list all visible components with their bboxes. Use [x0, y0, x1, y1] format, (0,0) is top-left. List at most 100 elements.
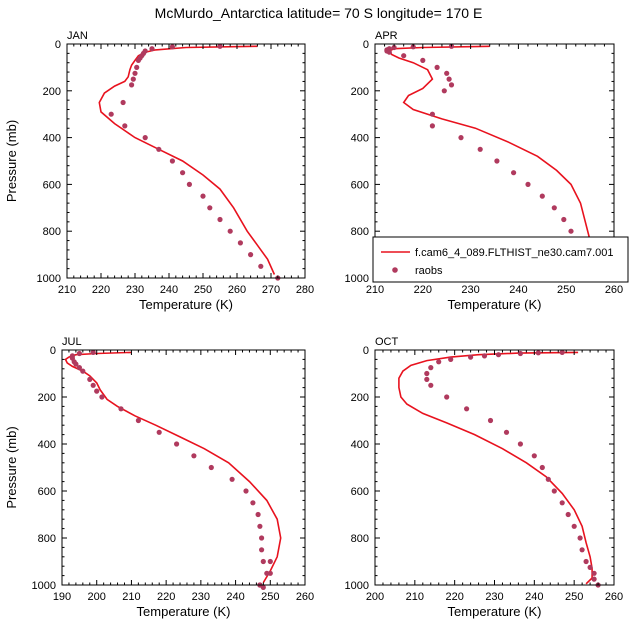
panel-jul: 190 200 210 220 230 240 250 260 0 200 400 600 800 100…: [4, 336, 314, 619]
obs-point-oct: [517, 350, 524, 357]
y-tick-label-oct: 400: [351, 439, 369, 451]
obs-point-apr: [429, 111, 435, 117]
x-tick-label-jan: 260: [228, 284, 246, 296]
x-axis-title-oct: Temperature (K): [448, 604, 542, 619]
obs-point-apr: [434, 64, 440, 70]
obs-point-jan: [122, 123, 128, 129]
panel-label-oct: OCT: [375, 336, 399, 348]
x-tick-label-jan: 250: [194, 284, 212, 296]
obs-point-jan: [108, 111, 114, 117]
obs-point-jan: [130, 76, 136, 82]
legend-obs-marker: [392, 267, 398, 273]
x-tick-label-jan: 280: [296, 284, 314, 296]
x-tick-label-jan: 220: [92, 284, 110, 296]
obs-point-jul: [250, 500, 256, 506]
obs-point-jul: [208, 464, 214, 471]
obs-point-jan: [186, 181, 192, 187]
obs-point-apr: [561, 216, 567, 223]
obs-point-apr: [446, 76, 452, 82]
obs-point-jan: [156, 146, 162, 152]
obs-point-oct: [487, 417, 494, 424]
obs-point-apr: [525, 181, 531, 187]
y-tick-label-jan: 1000: [37, 273, 61, 285]
x-tick-label-apr: 240: [509, 284, 527, 296]
obs-point-jul: [90, 382, 96, 388]
obs-point-oct: [571, 523, 577, 529]
obs-point-apr: [410, 44, 416, 50]
obs-point-apr: [386, 49, 392, 55]
obs-point-jan: [258, 263, 264, 269]
obs-point-oct: [495, 352, 502, 358]
obs-point-jan: [200, 193, 206, 199]
x-tick-label-jul: 230: [192, 591, 210, 603]
obs-point-oct: [468, 354, 474, 360]
y-axis-title-jan: Pressure (mb): [4, 120, 19, 202]
legend-box: [372, 236, 629, 283]
y-tick-label-jul: 1000: [32, 580, 56, 592]
obs-point-oct: [591, 570, 597, 576]
y-tick-label-jul: 200: [38, 392, 56, 404]
obs-point-oct: [539, 464, 545, 471]
obs-point-oct: [428, 382, 434, 388]
obs-point-jul: [174, 441, 180, 447]
obs-point-oct: [591, 576, 597, 582]
x-tick-label-oct: 260: [605, 591, 623, 603]
obs-point-oct: [517, 441, 524, 447]
obs-point-jan: [135, 57, 141, 64]
obs-point-apr: [494, 158, 500, 164]
obs-point-oct: [577, 535, 583, 541]
obs-point-jul: [191, 453, 197, 459]
obs-point-oct: [448, 356, 454, 362]
y-axis-title-jul: Pressure (mb): [4, 426, 19, 508]
chart-panels: 210 220 230 240 250 260 270 280 0 200 400 600 800 100…: [4, 30, 623, 619]
y-tick-label-jan: 400: [43, 133, 61, 145]
obs-point-apr: [444, 70, 450, 76]
main-title: McMurdo_Antarctica latitude= 70 S longit…: [155, 5, 483, 21]
obs-point-oct: [428, 365, 434, 371]
x-tick-label-jul: 240: [226, 591, 244, 603]
y-tick-label-jul: 0: [50, 345, 56, 357]
obs-point-apr: [477, 146, 483, 152]
y-tick-label-oct: 800: [351, 533, 369, 545]
obs-point-jul: [156, 429, 162, 435]
y-tick-label-jan: 0: [55, 39, 61, 51]
obs-point-jul: [229, 476, 235, 482]
y-tick-label-jul: 400: [38, 439, 56, 451]
obs-point-apr: [448, 82, 455, 88]
obs-point-oct: [535, 350, 541, 356]
obs-point-jul: [135, 417, 141, 424]
x-tick-label-jul: 250: [261, 591, 279, 603]
obs-point-jul: [76, 365, 82, 371]
obs-point-apr: [539, 193, 545, 199]
obs-point-jul: [257, 523, 263, 529]
obs-point-jul: [260, 558, 266, 565]
y-tick-label-apr: 0: [363, 39, 369, 51]
x-axis-title-apr: Temperature (K): [448, 297, 542, 312]
obs-point-jul: [267, 558, 273, 565]
obs-point-oct: [531, 453, 537, 459]
y-tick-label-jul: 800: [38, 533, 56, 545]
panel-label-apr: APR: [375, 30, 398, 42]
x-tick-label-oct: 240: [525, 591, 543, 603]
x-tick-label-jul: 210: [122, 591, 140, 603]
obs-point-jul: [76, 350, 82, 357]
obs-point-jul: [90, 349, 96, 355]
obs-point-jul: [118, 406, 124, 412]
x-tick-label-jan: 210: [58, 284, 76, 296]
x-axis-title-jan: Temperature (K): [139, 297, 233, 312]
obs-point-apr: [510, 170, 517, 176]
x-tick-label-jul: 260: [296, 591, 314, 603]
obs-point-jul: [267, 570, 273, 576]
obs-point-oct: [583, 558, 589, 565]
model-line-jul: [64, 351, 282, 584]
y-tick-label-jan: 200: [43, 86, 61, 98]
obs-point-jan: [120, 99, 126, 106]
x-axis-title-jul: Temperature (K): [137, 604, 231, 619]
obs-point-oct: [436, 359, 442, 365]
x-tick-label-apr: 230: [461, 284, 479, 296]
obs-point-apr: [420, 57, 426, 64]
x-tick-label-oct: 230: [485, 591, 503, 603]
obs-point-oct: [424, 376, 430, 382]
obs-point-jan: [142, 135, 148, 141]
y-tick-label-oct: 0: [363, 345, 369, 357]
